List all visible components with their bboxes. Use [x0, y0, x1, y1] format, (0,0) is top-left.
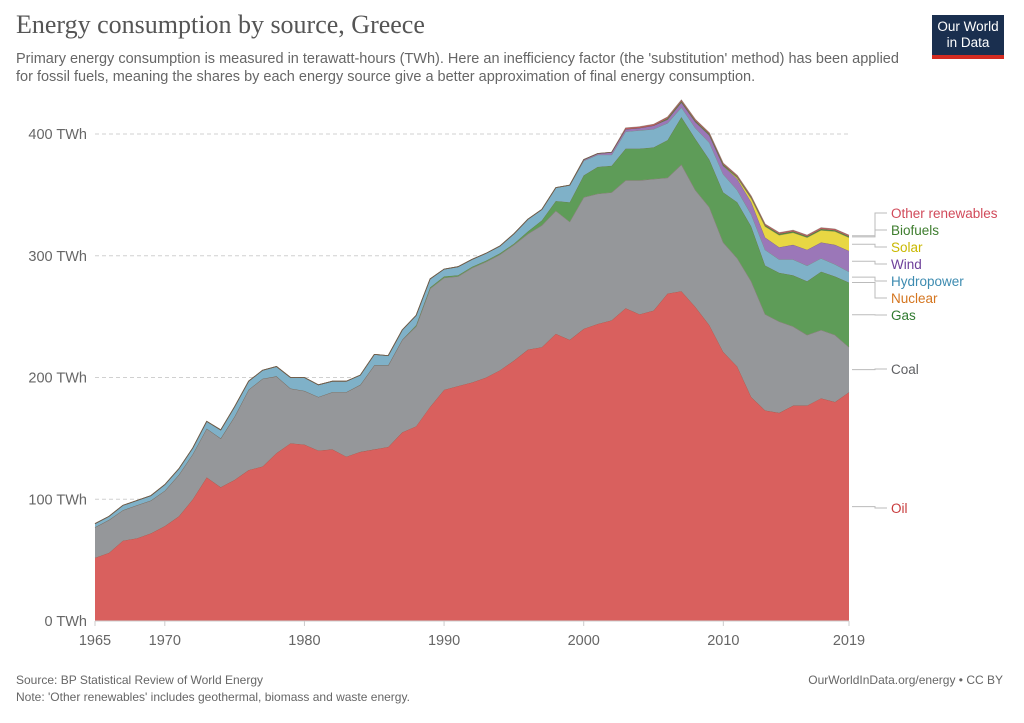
- logo-accent-bar: [932, 55, 1004, 59]
- legend-label-wind[interactable]: Wind: [891, 257, 922, 272]
- y-tick-label: 100 TWh: [28, 492, 87, 508]
- x-tick-label: 1970: [149, 633, 181, 649]
- owid-link[interactable]: OurWorldInData.org/energy • CC BY: [808, 673, 1003, 687]
- y-tick-label: 0 TWh: [45, 614, 87, 630]
- legend-label-biofuels[interactable]: Biofuels: [891, 223, 939, 238]
- logo-line-1: Our World: [937, 19, 999, 34]
- legend-connector: [852, 506, 887, 509]
- x-axis: 1965 1970 1980 1990 2000 2010 2019: [79, 620, 865, 649]
- chart-title: Energy consumption by source, Greece: [16, 10, 425, 39]
- legend-connector: [852, 260, 887, 265]
- y-tick-label: 400 TWh: [28, 127, 87, 143]
- note-text: Note: 'Other renewables' includes geothe…: [16, 690, 410, 704]
- legend-connector: [852, 229, 887, 238]
- logo-line-2: in Data: [946, 35, 990, 50]
- legend-connector: [852, 212, 887, 237]
- x-tick-label: 1990: [428, 633, 460, 649]
- y-axis: 0 TWh 100 TWh 200 TWh 300 TWh 400 TWh: [28, 127, 87, 630]
- legend-label-nuclear[interactable]: Nuclear: [891, 291, 938, 306]
- x-tick-label: 1965: [79, 633, 111, 649]
- x-tick-label: 2000: [568, 633, 600, 649]
- legend-label-oil[interactable]: Oil: [891, 501, 908, 516]
- legend-label-hydropower[interactable]: Hydropower: [891, 274, 964, 289]
- legend-label-gas[interactable]: Gas: [891, 308, 916, 323]
- x-tick-label: 2010: [707, 633, 739, 649]
- owid-logo[interactable]: Our World in Data: [932, 15, 1004, 59]
- legend-connector: [852, 368, 887, 371]
- source-text: Source: BP Statistical Review of World E…: [16, 673, 263, 687]
- area-edge-other-renewables: [94, 99, 850, 524]
- legend-connector: [852, 243, 887, 248]
- x-tick-label: 1980: [288, 633, 320, 649]
- area-oil[interactable]: [95, 291, 849, 621]
- y-tick-label: 300 TWh: [28, 249, 87, 265]
- legend-label-coal[interactable]: Coal: [891, 362, 919, 377]
- legend: Other renewables Biofuels Solar Wind Hydropo…: [852, 206, 998, 516]
- legend-connector: [852, 282, 887, 299]
- area-coal[interactable]: [95, 164, 849, 558]
- y-tick-label: 200 TWh: [28, 371, 87, 387]
- x-tick-label: 2019: [833, 633, 865, 649]
- legend-label-solar[interactable]: Solar: [891, 240, 923, 255]
- stacked-areas: [94, 99, 850, 621]
- legend-connector: [852, 276, 887, 282]
- legend-label-other-renewables[interactable]: Other renewables: [891, 206, 998, 221]
- chart-subtitle: Primary energy consumption is measured i…: [16, 51, 899, 85]
